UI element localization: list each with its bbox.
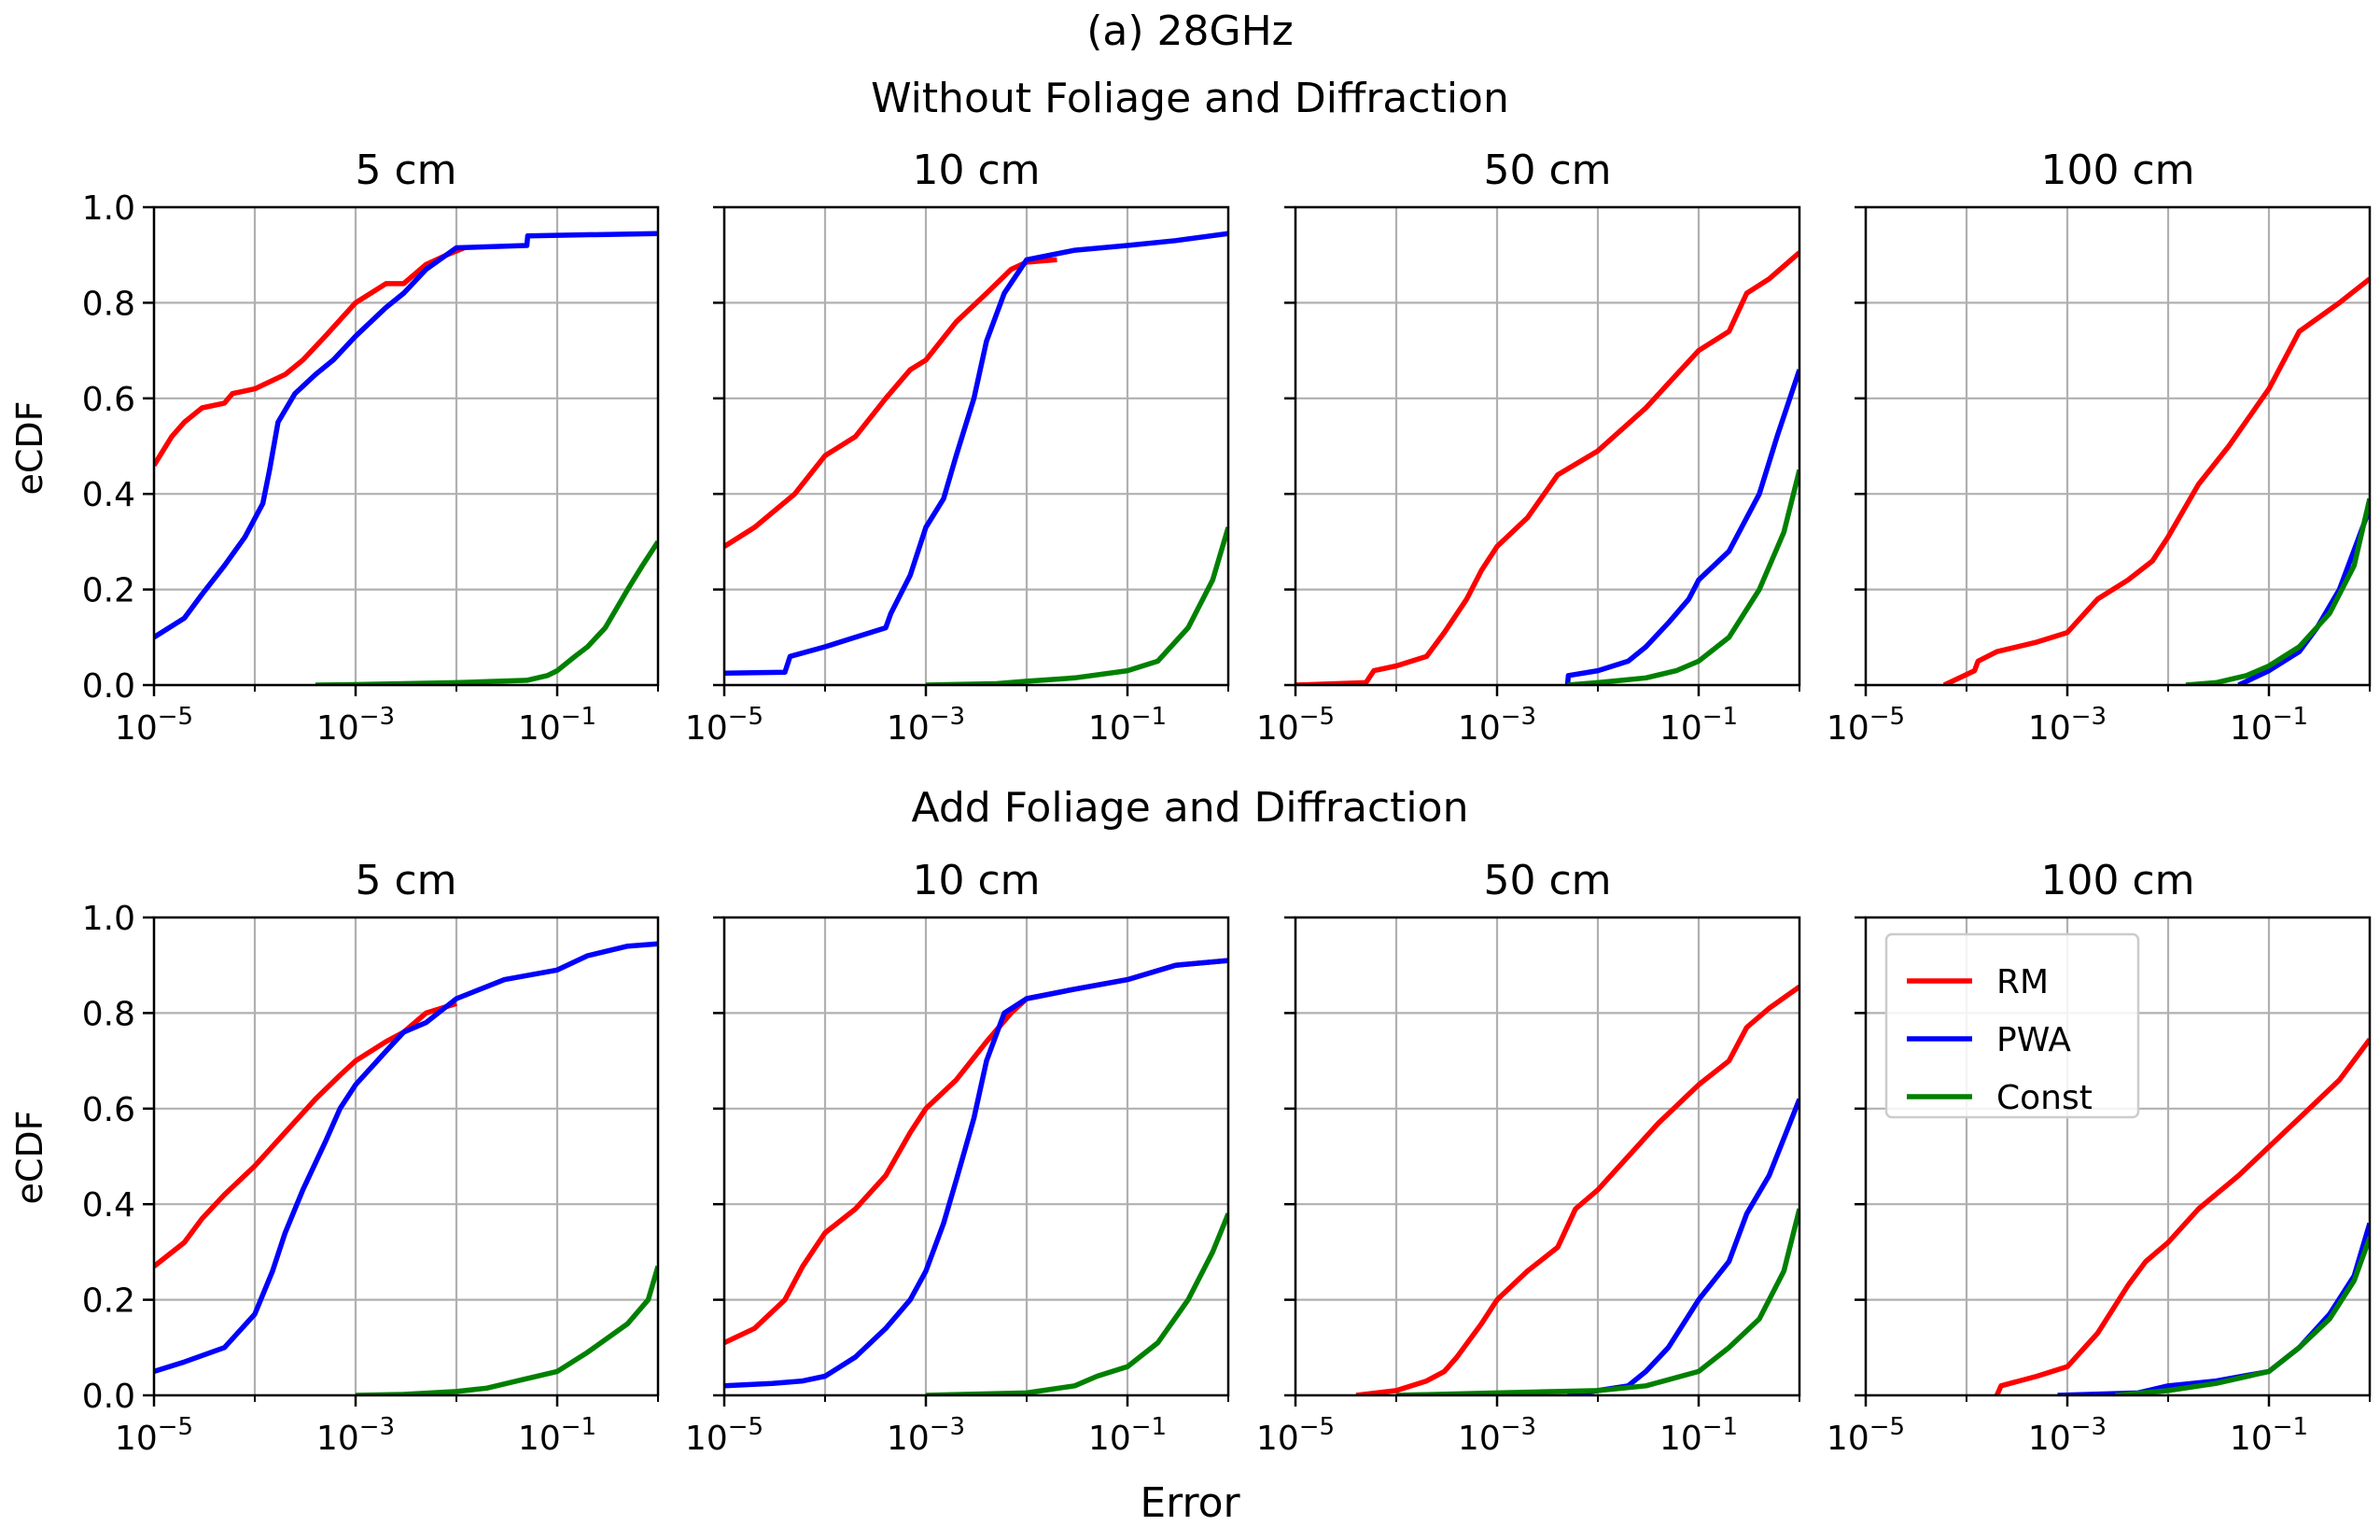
panel-title: 50 cm (1483, 147, 1611, 194)
x-tick-label: 10−1 (1088, 1413, 1167, 1458)
y-tick-label: 0.2 (82, 1282, 135, 1321)
panel-title: 10 cm (912, 857, 1040, 904)
series-line-pwa (724, 958, 1228, 1389)
series-line-const (315, 539, 658, 685)
legend-label-pwa: PWA (1996, 1021, 2071, 1059)
axes-frame (1294, 205, 1801, 687)
panel-0-3: 10−5 10−3 10−1 100 cm (1827, 147, 2372, 748)
series-line-rm (724, 257, 1057, 549)
x-tick-label: 10−5 (115, 1413, 193, 1458)
row-title-top: Without Foliage and Diffraction (871, 75, 1509, 122)
series-line-const (925, 526, 1228, 685)
panel-1-1: 10−5 10−3 10−1 10 cm (685, 857, 1230, 1458)
y-tick-label: 0.2 (82, 572, 135, 610)
series-line-pwa (2237, 507, 2370, 685)
panel-title: 5 cm (355, 857, 456, 904)
legend-label-rm: RM (1996, 963, 2049, 1001)
axes-frame (1864, 916, 2372, 1397)
series-line-rm (1355, 984, 1799, 1395)
y-tick-label: 1.0 (82, 900, 135, 938)
panel-title: 50 cm (1483, 857, 1611, 904)
legend-label-const: Const (1996, 1079, 2093, 1117)
x-tick-label: 10−1 (1088, 703, 1167, 748)
axes-frame (722, 916, 1230, 1397)
series-line-pwa (724, 231, 1228, 676)
panel-0-2: 10−5 10−3 10−1 50 cm (1256, 147, 1801, 748)
series-line-const (2115, 1237, 2370, 1395)
series-line-pwa (1567, 1098, 1799, 1395)
series-line-rm (1942, 276, 2370, 685)
series-line-const (355, 1266, 658, 1395)
panel-0-0: 10−5 10−3 10−1 0.0 0.2 0.4 0.6 0.8 1.0 5 cm (82, 147, 660, 748)
series-line-pwa (1564, 369, 1799, 685)
series-line-rm (724, 958, 1228, 1346)
series-line-const (2185, 497, 2370, 685)
panel-title: 100 cm (2040, 857, 2194, 904)
x-tick-label: 10−5 (1827, 1413, 1905, 1458)
x-tick-label: 10−1 (1659, 703, 1738, 748)
series-line-pwa (154, 231, 658, 640)
x-tick-label: 10−5 (1256, 1413, 1335, 1458)
x-tick-label: 10−3 (887, 703, 965, 748)
figure-title: (a) 28GHz (1086, 7, 1294, 55)
panel-title: 5 cm (355, 147, 456, 194)
x-tick-label: 10−5 (1256, 703, 1335, 748)
x-tick-label: 10−5 (1827, 703, 1905, 748)
x-tick-label: 10−1 (1659, 1413, 1738, 1458)
series-line-const (1395, 1208, 1799, 1395)
axes-frame (1294, 916, 1801, 1397)
axes-frame (152, 916, 660, 1397)
x-tick-label: 10−1 (518, 1413, 596, 1458)
series-line-rm (1994, 1037, 2370, 1395)
panel-title: 100 cm (2040, 147, 2194, 194)
axes-frame (722, 205, 1230, 687)
x-tick-label: 10−1 (2230, 1413, 2308, 1458)
y-tick-label: 0.4 (82, 476, 135, 514)
y-tick-label: 0.6 (82, 1091, 135, 1129)
panel-0-1: 10−5 10−3 10−1 10 cm (685, 147, 1230, 748)
axes-frame (152, 205, 660, 687)
series-line-const (1567, 469, 1799, 685)
y-tick-label: 1.0 (82, 189, 135, 228)
series-line-pwa (2057, 1222, 2370, 1395)
y-tick-label: 0.0 (82, 1378, 135, 1416)
series-line-rm (154, 1001, 457, 1268)
series-line-rm (154, 245, 466, 467)
y-tick-label: 0.8 (82, 995, 135, 1033)
legend: RM PWA Const (1884, 932, 2140, 1119)
row-title-bottom: Add Foliage and Diffraction (912, 784, 1469, 832)
x-tick-label: 10−3 (1458, 703, 1536, 748)
x-tick-label: 10−5 (115, 703, 193, 748)
panel-1-3: 10−5 10−3 10−1 100 cm RM PWA Const (1827, 857, 2372, 1458)
x-tick-label: 10−3 (2028, 703, 2107, 748)
x-tick-label: 10−3 (887, 1413, 965, 1458)
y-tick-label: 0.6 (82, 381, 135, 419)
x-tick-label: 10−3 (2028, 1413, 2107, 1458)
y-tick-label: 0.4 (82, 1186, 135, 1225)
panel-title: 10 cm (912, 147, 1040, 194)
series-line-const (925, 1212, 1228, 1395)
y-tick-label: 0.8 (82, 285, 135, 323)
x-tick-label: 10−1 (2230, 703, 2308, 748)
x-axis-label: Error (1140, 1479, 1240, 1527)
x-tick-label: 10−5 (685, 1413, 763, 1458)
y-axis-label-top: eCDF (9, 400, 50, 495)
x-tick-label: 10−1 (518, 703, 596, 748)
panel-1-0: 10−5 10−3 10−1 0.0 0.2 0.4 0.6 0.8 1.0 5 cm (82, 857, 660, 1458)
x-tick-label: 10−3 (316, 703, 395, 748)
x-tick-label: 10−5 (685, 703, 763, 748)
x-tick-label: 10−3 (1458, 1413, 1536, 1458)
axes-frame (1864, 205, 2372, 687)
x-tick-label: 10−3 (316, 1413, 395, 1458)
y-axis-label-bottom: eCDF (9, 1110, 50, 1204)
series-line-rm (1295, 250, 1799, 685)
panel-1-2: 10−5 10−3 10−1 50 cm (1256, 857, 1801, 1458)
y-tick-label: 0.0 (82, 667, 135, 706)
series-line-pwa (154, 941, 658, 1375)
